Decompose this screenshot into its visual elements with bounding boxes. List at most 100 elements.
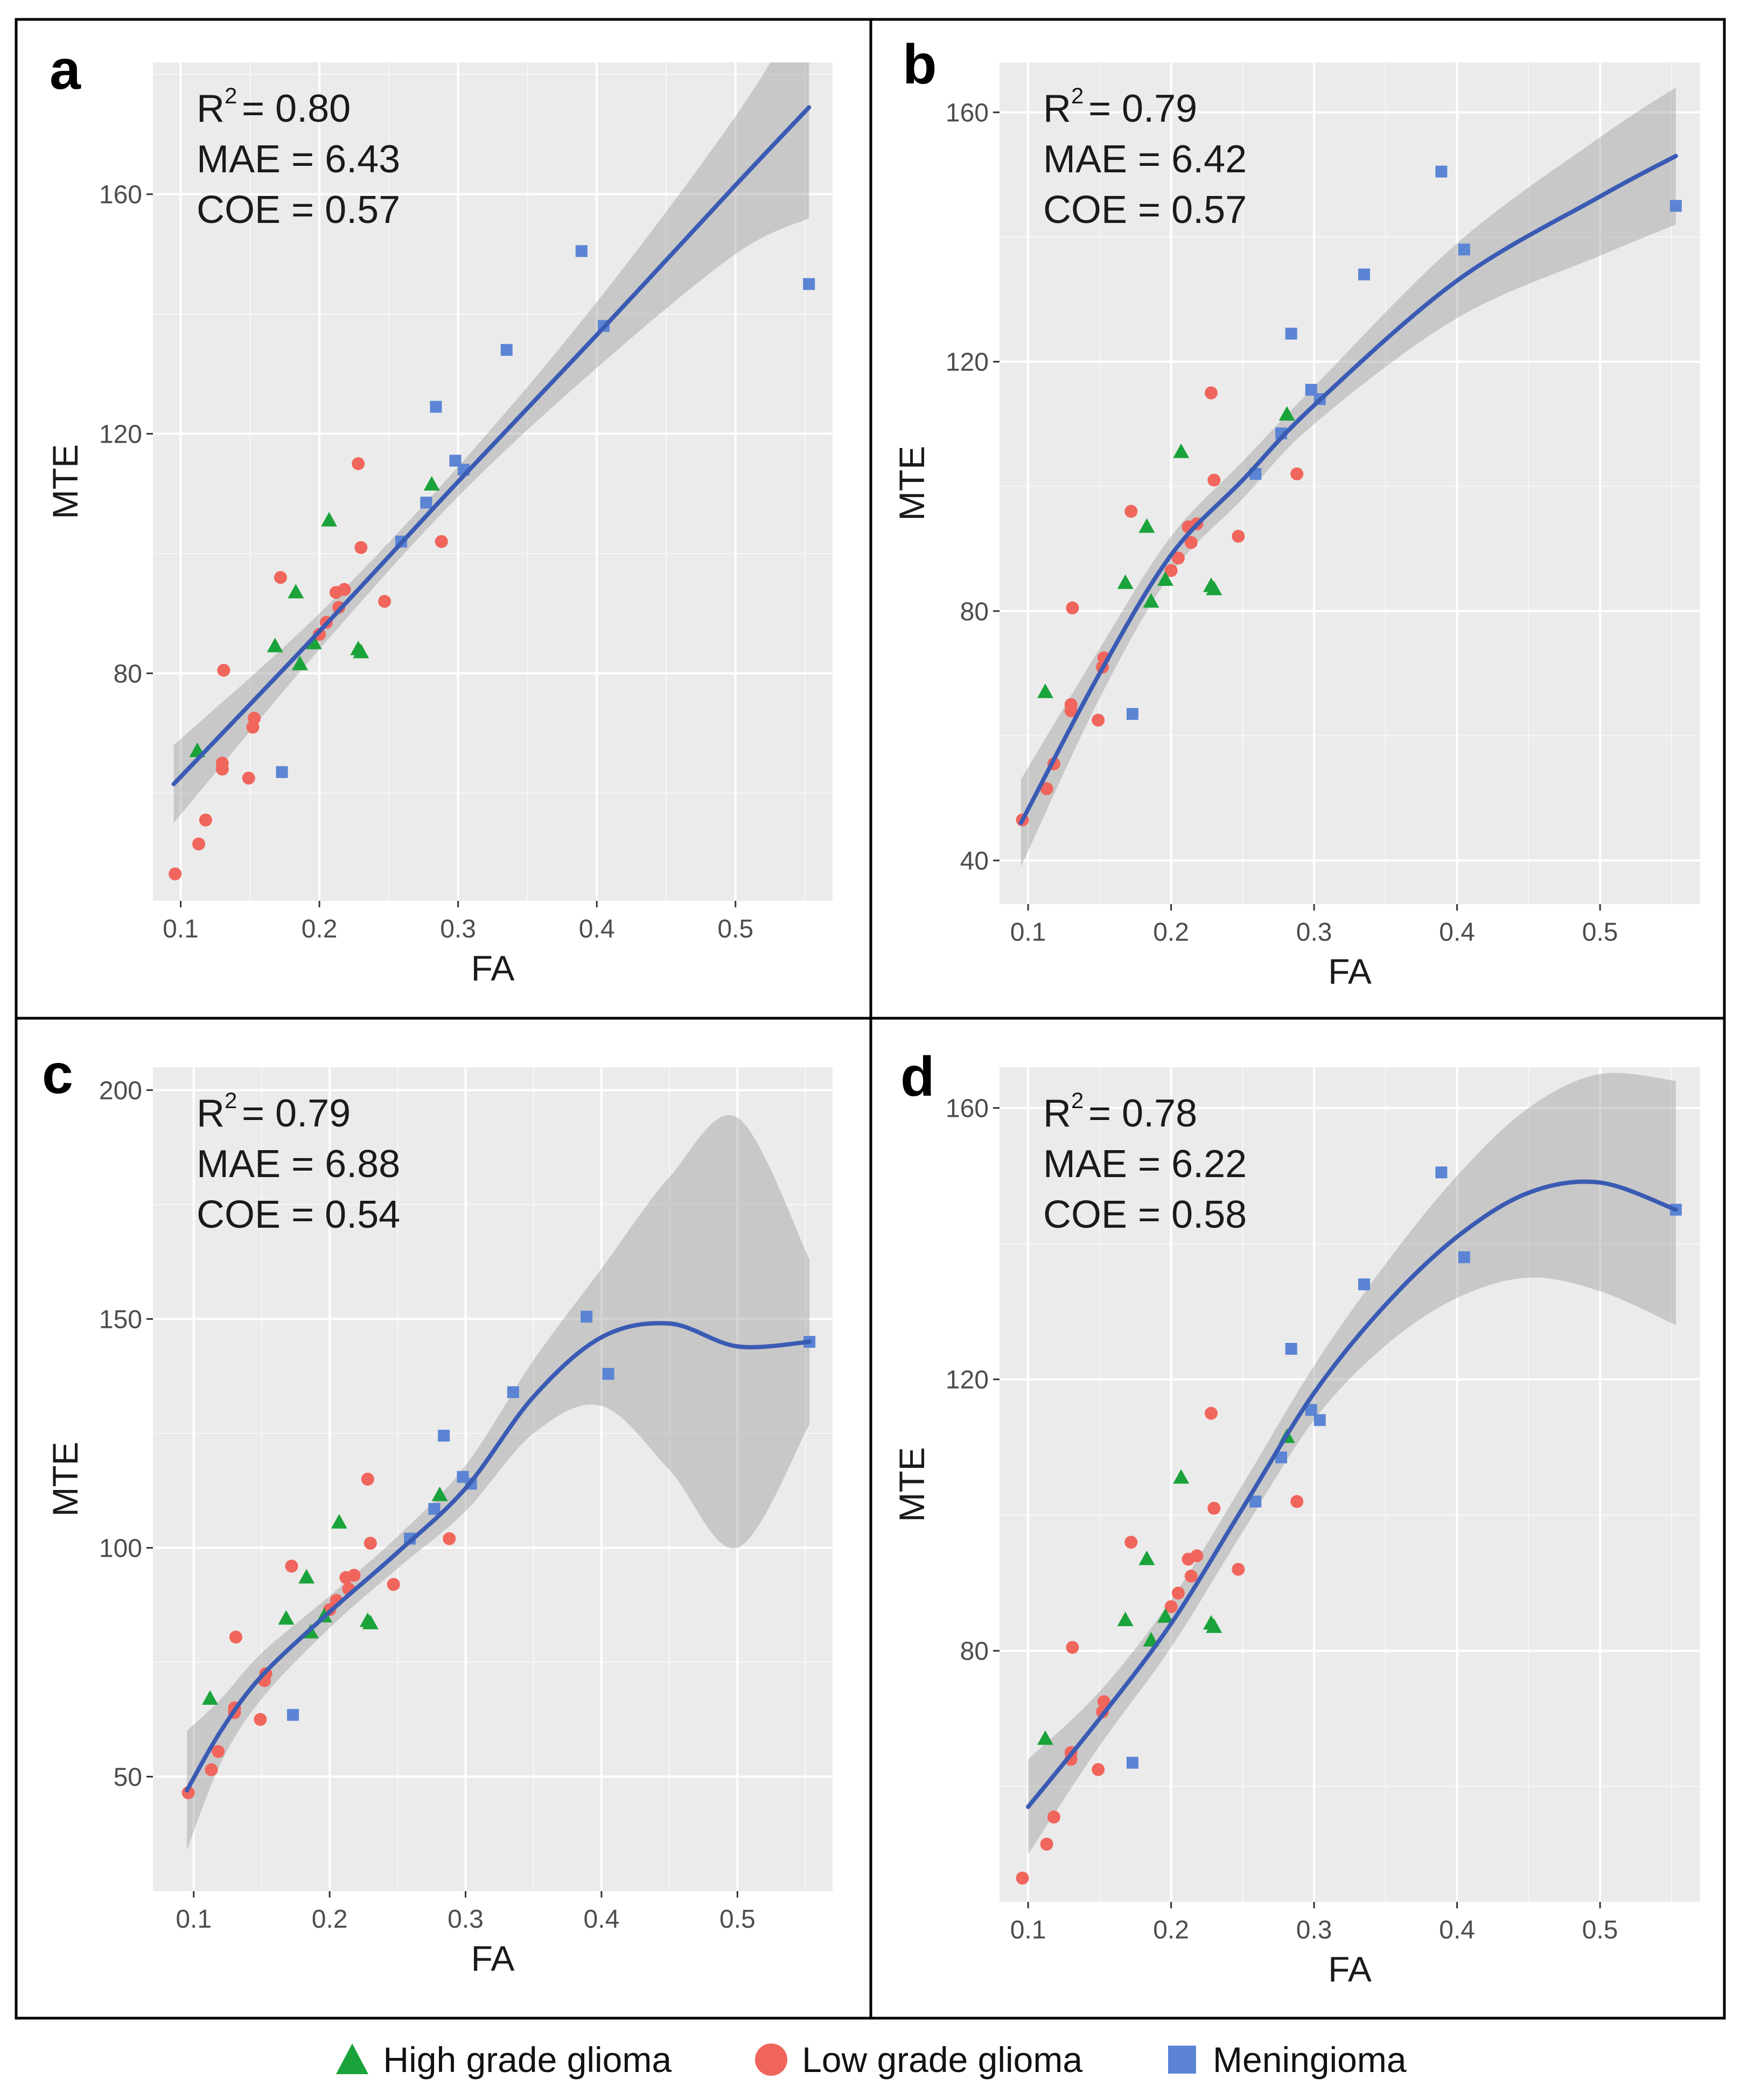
confidence-band bbox=[1028, 1073, 1676, 1854]
stat-mae: MAE = 6.22 bbox=[1043, 1143, 1247, 1186]
x-tick-label: 0.5 bbox=[1582, 1916, 1618, 1944]
panel-a: 0.1 0.2 0.3 0.4 0.5 80 120 160 FA MTE a R 2 = 0.80 MAE… bbox=[45, 39, 833, 988]
y-tick-label: 100 bbox=[99, 1535, 142, 1563]
point-low-grade-glioma bbox=[1066, 1641, 1079, 1654]
point-low-grade-glioma bbox=[1124, 1536, 1138, 1549]
stat-coe: COE = 0.58 bbox=[1043, 1193, 1247, 1236]
x-tick-label: 0.1 bbox=[1010, 1916, 1046, 1944]
point-low-grade-glioma bbox=[378, 594, 392, 608]
stat-r2-letter: R bbox=[1043, 87, 1071, 130]
point-meningioma bbox=[1358, 268, 1371, 281]
fit-line bbox=[1018, 153, 1678, 825]
point-low-grade-glioma bbox=[242, 772, 255, 785]
point-low-grade-glioma bbox=[1290, 1495, 1304, 1508]
point-low-grade-glioma bbox=[285, 1559, 298, 1573]
x-tick-label: 0.5 bbox=[1582, 918, 1618, 947]
point-meningioma bbox=[575, 245, 588, 257]
x-tick-label: 0.4 bbox=[584, 1905, 620, 1934]
point-meningioma bbox=[1305, 1404, 1317, 1416]
legend-item-meningioma: Meningioma bbox=[1163, 2039, 1407, 2080]
point-high-grade-glioma bbox=[278, 1610, 295, 1625]
point-low-grade-glioma bbox=[1204, 1406, 1218, 1420]
stat-mae: MAE = 6.42 bbox=[1043, 138, 1247, 181]
point-meningioma bbox=[286, 1709, 299, 1721]
stat-r2-value: = 0.79 bbox=[242, 1092, 351, 1135]
point-meningioma bbox=[1435, 165, 1448, 178]
point-low-grade-glioma bbox=[361, 1473, 374, 1486]
legend-label: Meningioma bbox=[1213, 2040, 1407, 2080]
point-low-grade-glioma bbox=[248, 711, 261, 725]
fit-line bbox=[171, 105, 812, 787]
x-tick-label: 0.3 bbox=[440, 915, 476, 943]
point-meningioma bbox=[1669, 200, 1682, 212]
x-tick-label: 0.4 bbox=[1439, 1916, 1475, 1944]
point-meningioma bbox=[1313, 1414, 1326, 1426]
point-meningioma bbox=[602, 1368, 614, 1380]
point-low-grade-glioma bbox=[1207, 1502, 1221, 1515]
point-meningioma bbox=[507, 1386, 519, 1398]
y-axis-title: MTE bbox=[892, 1447, 932, 1522]
y-tick-label: 80 bbox=[960, 598, 989, 626]
panel-c: 0.1 0.2 0.3 0.4 0.5 50 100 150 200 FA MTE c R 2 = 0.79… bbox=[42, 1043, 833, 1978]
point-high-grade-glioma bbox=[1037, 683, 1053, 698]
point-high-grade-glioma bbox=[431, 1486, 448, 1501]
point-meningioma bbox=[1285, 327, 1297, 340]
triangle-icon bbox=[336, 2043, 369, 2074]
y-axis-title: MTE bbox=[45, 444, 85, 519]
circle-icon bbox=[755, 2043, 788, 2076]
y-tick-label: 200 bbox=[99, 1077, 142, 1105]
stat-mae: MAE = 6.88 bbox=[197, 1143, 400, 1186]
y-tick-label: 80 bbox=[960, 1637, 989, 1666]
y-tick-label: 120 bbox=[946, 348, 989, 377]
point-meningioma bbox=[803, 278, 815, 290]
stat-coe: COE = 0.57 bbox=[197, 188, 400, 232]
panel-d: 0.1 0.2 0.3 0.4 0.5 80 120 160 FA MTE d R 2 = 0.78 MAE… bbox=[892, 1046, 1700, 1989]
point-low-grade-glioma bbox=[1232, 1563, 1245, 1576]
point-low-grade-glioma bbox=[205, 1763, 218, 1776]
point-meningioma bbox=[1458, 1251, 1470, 1263]
x-tick-label: 0.5 bbox=[719, 1905, 756, 1934]
point-meningioma bbox=[449, 454, 462, 467]
point-low-grade-glioma bbox=[274, 571, 287, 584]
y-tick-label: 120 bbox=[946, 1366, 989, 1395]
point-low-grade-glioma bbox=[338, 583, 351, 596]
point-meningioma bbox=[1126, 708, 1138, 720]
stat-coe: COE = 0.57 bbox=[1043, 188, 1247, 232]
x-axis-title: FA bbox=[471, 948, 515, 988]
point-low-grade-glioma bbox=[1040, 782, 1053, 795]
point-high-grade-glioma bbox=[288, 584, 304, 599]
point-high-grade-glioma bbox=[1157, 571, 1173, 586]
y-tick-label: 40 bbox=[960, 847, 989, 876]
point-high-grade-glioma bbox=[362, 1614, 379, 1629]
point-low-grade-glioma bbox=[1290, 467, 1304, 481]
x-tick-label: 0.5 bbox=[717, 915, 753, 943]
point-low-grade-glioma bbox=[387, 1578, 400, 1591]
x-tick-label: 0.3 bbox=[448, 1905, 484, 1934]
point-high-grade-glioma bbox=[292, 655, 309, 670]
panel-label: a bbox=[50, 39, 81, 101]
point-meningioma bbox=[1305, 383, 1317, 396]
point-low-grade-glioma bbox=[254, 1713, 267, 1726]
point-high-grade-glioma bbox=[321, 512, 338, 527]
y-tick-label: 160 bbox=[946, 99, 989, 128]
stat-r2-value: = 0.79 bbox=[1088, 87, 1197, 130]
point-low-grade-glioma bbox=[364, 1537, 377, 1550]
point-meningioma bbox=[1249, 1495, 1262, 1508]
point-meningioma bbox=[1285, 1342, 1297, 1355]
x-tick-label: 0.3 bbox=[1296, 1916, 1332, 1944]
stat-coe: COE = 0.54 bbox=[197, 1193, 400, 1236]
point-high-grade-glioma bbox=[1117, 574, 1134, 589]
stat-r2-superscript: 2 bbox=[1071, 1088, 1084, 1113]
x-tick-label: 0.1 bbox=[163, 915, 199, 943]
point-low-grade-glioma bbox=[199, 813, 212, 827]
point-low-grade-glioma bbox=[215, 757, 229, 770]
plot-background bbox=[1000, 1067, 1700, 1902]
point-low-grade-glioma bbox=[435, 535, 448, 548]
legend-item-low-grade-glioma: Low grade glioma bbox=[752, 2039, 1082, 2080]
point-low-grade-glioma bbox=[229, 1630, 242, 1644]
x-tick-label: 0.3 bbox=[1296, 918, 1332, 947]
point-low-grade-glioma bbox=[1040, 1837, 1053, 1851]
point-low-grade-glioma bbox=[1092, 713, 1105, 727]
